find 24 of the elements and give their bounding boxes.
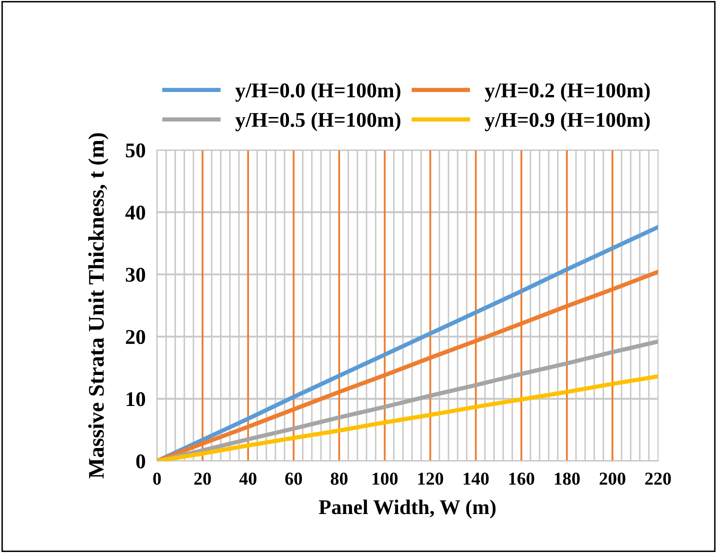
y-tick-label: 50 [126,143,146,158]
y-tick-label: 20 [126,330,146,344]
x-tick-label: 160 [509,472,534,485]
x-tick-label: 80 [330,472,348,485]
x-axis-title: Panel Width, W (m) [318,500,496,518]
y-axis-title: Massive Strata Unit Thickness, t (m) [88,133,108,478]
y-tick-label: 0 [136,454,146,468]
x-tick-label: 0 [153,472,161,485]
x-tick-label: 40 [239,472,256,485]
legend-label: y/H=0.0 (H=100m) [235,82,400,102]
legend-label: y/H=0.9 (H=100m) [484,112,650,132]
legend-label: y/H=0.2 (H=100m) [484,82,650,102]
x-tick-label: 100 [372,472,398,485]
x-tick-label: 200 [600,472,626,485]
x-tick-label: 120 [418,472,444,485]
y-tick-label: 30 [126,268,146,282]
x-tick-label: 60 [285,472,302,485]
x-tick-label: 220 [645,472,671,485]
x-tick-label: 20 [194,472,211,485]
x-tick-label: 140 [464,472,489,485]
y-tick-label: 10 [126,392,146,406]
legend-label: y/H=0.5 (H=100m) [235,112,400,132]
x-tick-label: 180 [554,472,580,485]
y-tick-label: 40 [125,206,146,220]
